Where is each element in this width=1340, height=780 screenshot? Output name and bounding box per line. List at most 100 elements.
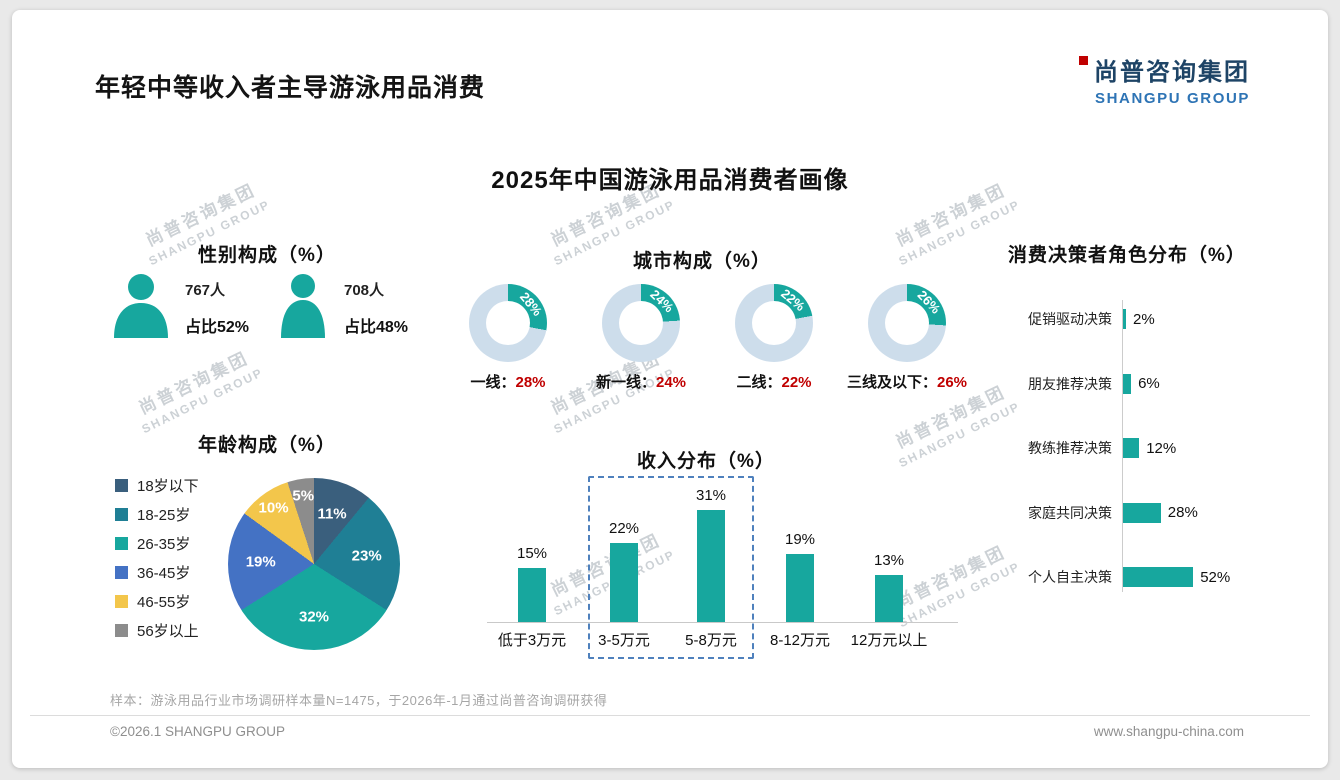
decision-value-label: 52% [1200, 568, 1231, 586]
age-section-title: 年龄构成（%） [198, 435, 336, 456]
income-category-label: 12万元以上 [850, 632, 928, 649]
donut-hole [486, 301, 530, 345]
donut-item: 22% 二线：22% [709, 284, 839, 392]
donut-chart: 22% [735, 284, 813, 362]
income-value-label: 22% [608, 519, 640, 537]
income-category-label: 低于3万元 [497, 632, 567, 649]
pie-value-label: 19% [245, 553, 276, 571]
city-section-title: 城市构成（%） [633, 251, 771, 272]
decision-bar [1123, 567, 1194, 588]
logo-mark-icon [1079, 56, 1088, 65]
decision-category-label: 教练推荐决策 [1028, 440, 1112, 457]
watermark-en: SHANGPU GROUP [139, 365, 266, 437]
chart-main-title: 2025年中国游泳用品消费者画像 [491, 167, 849, 194]
donut-chart: 24% [602, 284, 680, 362]
legend-item: 56岁以上 [115, 616, 199, 645]
decision-category-label: 家庭共同决策 [1028, 504, 1112, 521]
legend-item: 18-25岁 [115, 500, 199, 529]
age-legend: 18岁以下 18-25岁 26-35岁 36-45岁 46-55岁 56岁以上 [115, 471, 199, 645]
pie-value-label: 11% [317, 505, 347, 523]
legend-swatch [115, 595, 128, 608]
donut-caption-label: 一线： [470, 374, 516, 391]
pie-value-label: 23% [351, 547, 382, 565]
donut-chart: 28% [469, 284, 547, 362]
decision-category-label: 个人自主决策 [1028, 569, 1112, 586]
brand-logo: 尚普咨询集团 SHANGPU GROUP [1079, 52, 1250, 107]
female-stats: 708人 占比48% [344, 279, 414, 337]
donut-caption-value: 26% [936, 374, 968, 391]
female-count: 708人 [344, 281, 385, 299]
income-value-label: 31% [695, 487, 727, 505]
donut-caption: 三线及以下：26% [847, 371, 967, 392]
decision-value-label: 12% [1146, 439, 1177, 457]
decision-row: 促销驱动决策 2% [992, 287, 1328, 352]
gender-section-title: 性别构成（%） [198, 245, 336, 266]
donut-item: 24% 新一线：24% [576, 284, 706, 392]
slide: 尚普咨询集团 SHANGPU GROUP 尚普咨询集团 SHANGPU GROUP 尚普… [12, 10, 1328, 768]
donut-caption-label: 三线及以下： [846, 374, 937, 391]
income-bar [610, 542, 638, 622]
age-pie: 11% 23% 32% 19% 10% 5% [228, 478, 400, 650]
legend-swatch [115, 508, 128, 521]
gender-section: 767人 占比52% 708人 占比48% [110, 272, 414, 343]
pie-value-label: 32% [298, 608, 330, 626]
watermark: 尚普咨询集团 SHANGPU GROUP [128, 341, 266, 436]
donut-hole [619, 301, 663, 345]
donut-caption: 新一线：24% [596, 371, 686, 392]
footer-website: www.shangpu-china.com [1093, 724, 1244, 739]
logo-en: SHANGPU GROUP [1095, 90, 1250, 107]
income-category-label: 3-5万元 [598, 632, 650, 649]
legend-label: 18岁以下 [137, 478, 199, 495]
decision-value-label: 28% [1167, 504, 1198, 522]
pie-value-label: 5% [292, 487, 315, 505]
legend-swatch [115, 624, 128, 637]
donut-hole [752, 301, 796, 345]
income-section-title: 收入分布（%） [637, 451, 775, 472]
decision-bar [1123, 438, 1140, 459]
donut-chart: 26% [868, 284, 946, 362]
income-bar [697, 510, 725, 622]
donut-hole [885, 301, 929, 345]
female-icon [275, 272, 331, 343]
income-axis-line [487, 622, 958, 623]
city-donut-row: 28% 一线：28% 24% 新一线：24% 22% 二线：22% 26% 三线及以下：26% [443, 284, 972, 392]
income-value-label: 13% [873, 552, 905, 570]
footer-divider [30, 715, 1310, 716]
donut-caption: 二线：22% [736, 371, 811, 392]
legend-item: 46-55岁 [115, 587, 199, 616]
decision-row: 家庭共同决策 28% [992, 481, 1328, 546]
decision-axis-line [1122, 300, 1123, 592]
male-icon [110, 272, 172, 343]
income-value-label: 15% [516, 545, 548, 562]
decision-row: 个人自主决策 52% [992, 545, 1328, 610]
legend-item: 26-35岁 [115, 529, 199, 558]
legend-swatch [115, 566, 128, 579]
decision-section-title: 消费决策者角色分布（%） [1008, 245, 1246, 266]
decision-bar [1123, 373, 1132, 394]
legend-label: 18-25岁 [137, 507, 191, 524]
sample-footnote: 样本：游泳用品行业市场调研样本量N=1475，于2026年-1月通过尚普咨询调研… [110, 693, 608, 708]
decision-category-label: 促销驱动决策 [1028, 311, 1112, 328]
donut-item: 28% 一线：28% [443, 284, 573, 392]
decision-value-label: 6% [1138, 375, 1160, 393]
legend-item: 18岁以下 [115, 471, 199, 500]
donut-item: 26% 三线及以下：26% [842, 284, 972, 392]
logo-cn: 尚普咨询集团 [1094, 59, 1250, 86]
donut-caption-value: 22% [781, 374, 812, 391]
legend-swatch [115, 537, 128, 550]
donut-caption-value: 24% [655, 374, 687, 391]
legend-label: 56岁以上 [137, 623, 199, 640]
donut-caption-label: 新一线： [595, 374, 656, 391]
income-category-label: 5-8万元 [685, 632, 737, 649]
male-share: 占比52% [185, 318, 250, 336]
income-bar [518, 568, 546, 622]
legend-label: 26-35岁 [137, 536, 191, 553]
income-highlight-box [588, 476, 754, 659]
decision-bar [1123, 309, 1126, 330]
decision-row: 朋友推荐决策 6% [992, 352, 1328, 417]
male-stats: 767人 占比52% [185, 279, 255, 337]
decision-bar [1123, 502, 1161, 523]
watermark-en: SHANGPU GROUP [896, 197, 1023, 269]
income-bar [786, 553, 814, 622]
decision-row: 教练推荐决策 12% [992, 416, 1328, 481]
